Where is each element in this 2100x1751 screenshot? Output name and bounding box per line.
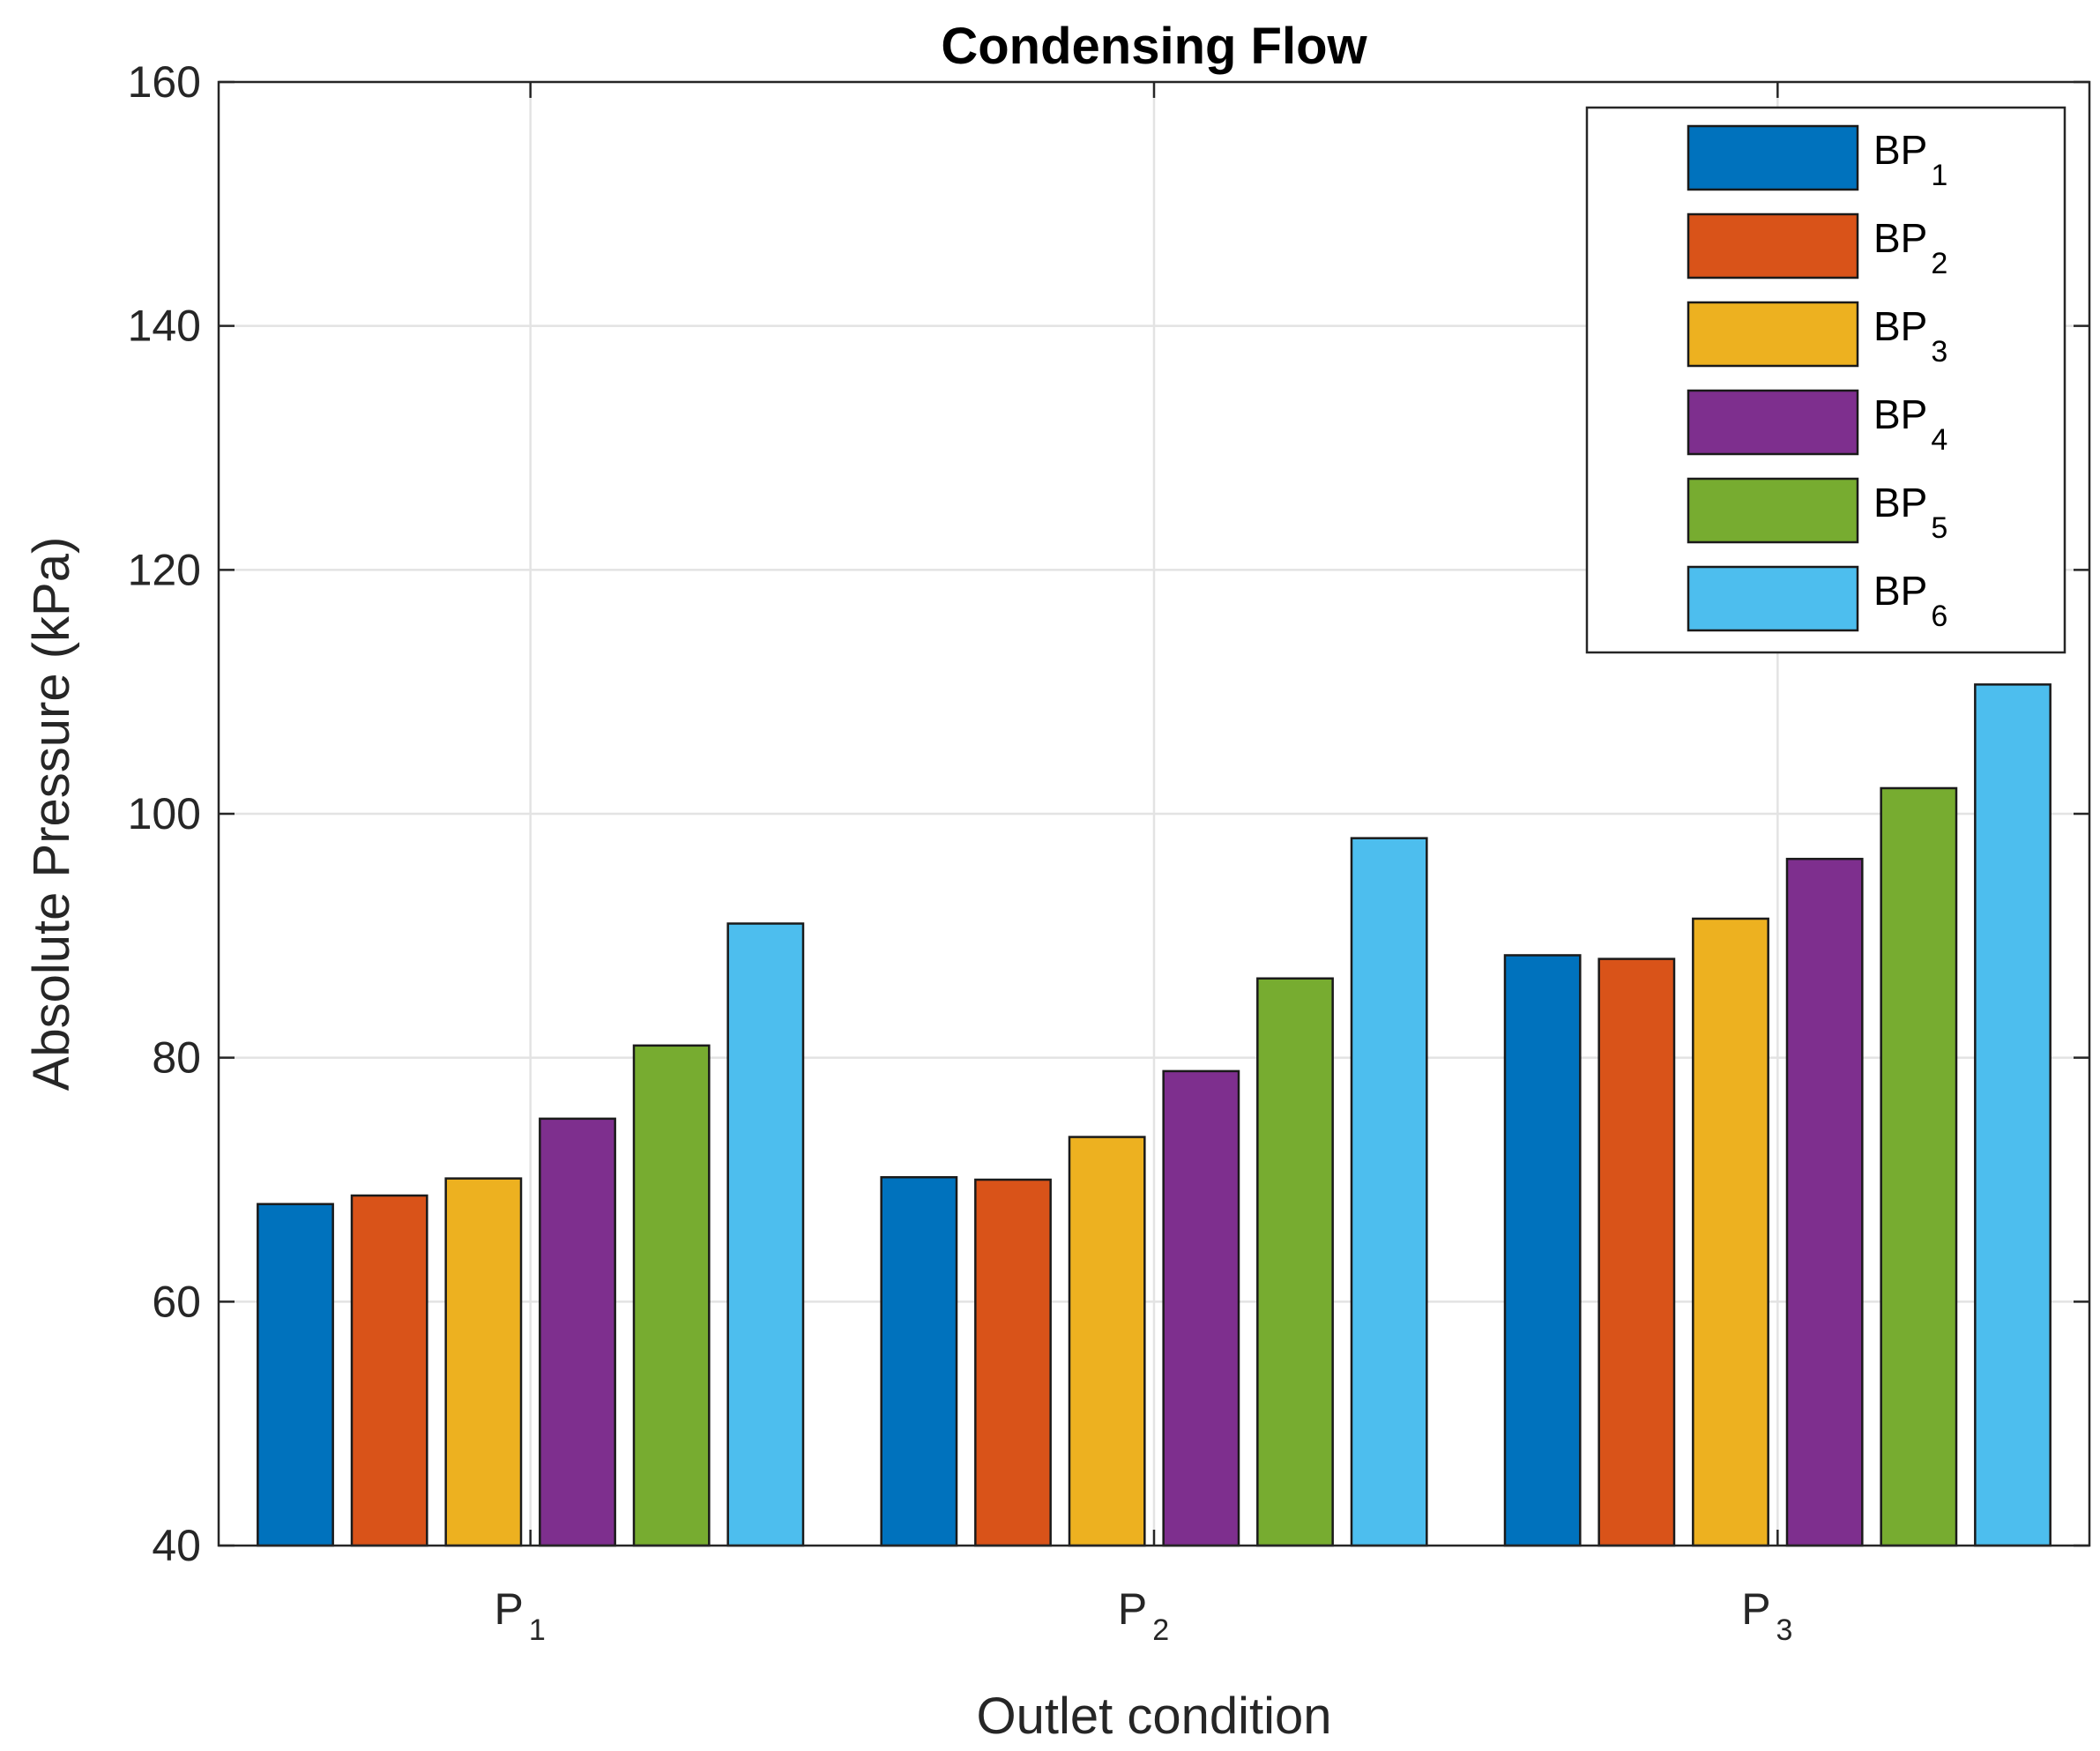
y-tick-label: 40: [152, 1521, 201, 1570]
y-tick-label: 80: [152, 1033, 201, 1083]
y-tick-label: 160: [128, 57, 201, 107]
legend-box: [1585, 106, 2066, 654]
bar-bp3-p2: [1068, 1136, 1146, 1547]
bar-bp1-p3: [1503, 954, 1582, 1547]
legend-label-bp1: BP1: [1873, 127, 1947, 192]
legend-swatch-bp3: [1687, 301, 1859, 368]
legend-label-bp4: BP4: [1873, 391, 1947, 457]
legend-swatch-bp6: [1687, 565, 1859, 632]
bar-bp4-p2: [1162, 1069, 1240, 1547]
bar-bp5-p3: [1880, 786, 1958, 1547]
bar-bp6-p1: [726, 922, 805, 1547]
bar-bp5-p2: [1256, 977, 1334, 1547]
legend-swatch-bp4: [1687, 389, 1859, 456]
legend: BP1 BP2 BP3 BP4 BP5 BP6: [1585, 106, 2066, 654]
bar-bp3-p1: [444, 1177, 523, 1547]
bar-bp2-p2: [974, 1178, 1052, 1547]
bar-bp1-p2: [880, 1175, 958, 1547]
bar-bp2-p1: [350, 1194, 428, 1547]
bar-bp4-p3: [1785, 857, 1864, 1547]
bar-bp1-p1: [257, 1203, 334, 1547]
legend-swatch-bp5: [1687, 477, 1859, 544]
y-tick-label: 60: [152, 1277, 201, 1326]
legend-swatch-bp2: [1687, 212, 1859, 279]
bar-bp6-p3: [1974, 683, 2052, 1547]
bar-bp3-p3: [1692, 917, 1769, 1547]
bar-bp4-p1: [539, 1117, 616, 1547]
bar-bp2-p3: [1597, 957, 1676, 1547]
chart-title: Condensing Flow: [941, 18, 1367, 75]
y-tick-label: 120: [128, 545, 201, 594]
bar-bp6-p2: [1350, 837, 1428, 1547]
legend-label-bp5: BP5: [1873, 480, 1947, 545]
y-axis-label: Absolute Pressure (kPa): [23, 537, 80, 1092]
bar-bp5-p1: [632, 1044, 711, 1547]
legend-label-bp3: BP3: [1873, 303, 1947, 369]
bar-series: [257, 683, 2052, 1547]
legend-label-bp6: BP6: [1873, 568, 1947, 633]
legend-label-bp2: BP2: [1873, 215, 1947, 280]
x-axis-label: Outlet condition: [976, 1688, 1331, 1745]
y-tick-label: 140: [128, 302, 201, 351]
legend-swatch-bp1: [1687, 124, 1859, 191]
y-axis-ticks: 40 60 80 100 120 140 160: [128, 57, 2089, 1570]
y-tick-label: 100: [128, 789, 201, 838]
